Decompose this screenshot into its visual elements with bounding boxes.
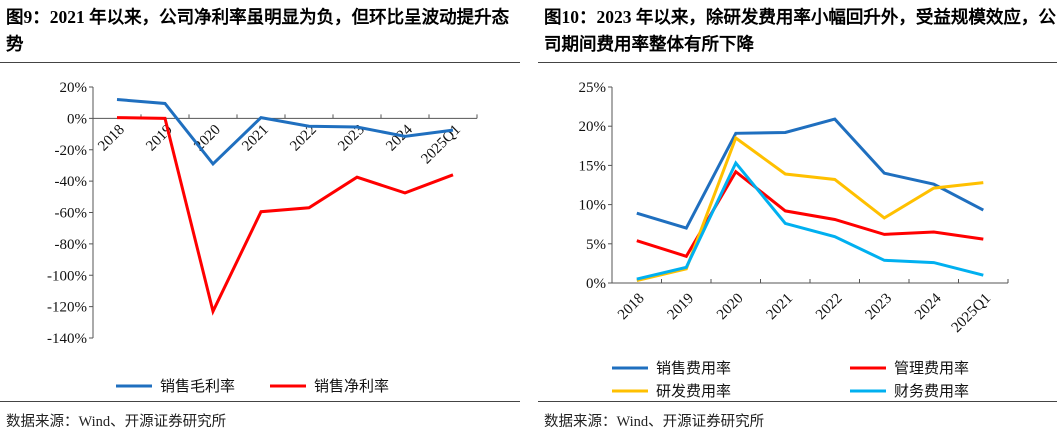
legend-label: 研发费用率	[656, 383, 731, 400]
y-tick-label: -100%	[47, 268, 87, 284]
series-line-1	[636, 117, 984, 230]
line-chart: 20% 0% -20% -40% -60% -80% -100% -120% -140% 2018…	[47, 80, 478, 395]
source-divider	[538, 401, 1057, 402]
x-tick-label: 2025Q1	[418, 122, 463, 167]
legend-label: 销售费用率	[656, 360, 731, 377]
title-divider	[538, 62, 1057, 63]
y-tick-label: 20%	[579, 119, 607, 135]
chart-title: 图10：2023 年以来，除研发费用率小幅回升外，受益规模效应，公司期间费用率整…	[544, 7, 1056, 54]
source-note: 数据来源：Wind、开源证券研究所	[544, 414, 765, 430]
y-tick-label: 5%	[586, 237, 606, 253]
title-divider	[0, 62, 520, 63]
x-tick-label: 2020	[714, 291, 747, 324]
x-tick-label: 2023	[863, 291, 896, 324]
series-line-2	[636, 169, 984, 259]
legend-label: 管理费用率	[894, 360, 969, 377]
series-line-2	[116, 116, 454, 316]
chart-title: 图9：2021 年以来，公司净利率虽明显为负，但环比呈波动提升态势	[6, 7, 510, 54]
x-tick-label: 2019	[665, 291, 698, 324]
series-line-4	[636, 160, 984, 281]
legend-label: 销售净利率	[314, 378, 389, 395]
source-divider	[0, 401, 520, 402]
y-tick-label: -80%	[55, 237, 88, 253]
x-tick-label: 2025Q1	[949, 291, 994, 336]
y-tick-label: 0%	[67, 111, 87, 127]
x-tick-label: 2024	[383, 122, 416, 155]
legend-label: 销售毛利率	[160, 378, 235, 395]
source-note: 数据来源：Wind、开源证券研究所	[6, 414, 227, 430]
y-tick-label: 20%	[60, 80, 88, 96]
chart-panel-right: 图10：2023 年以来，除研发费用率小幅回升外，受益规模效应，公司期间费用率整…	[538, 0, 1057, 436]
y-tick-label: 25%	[579, 80, 607, 96]
chart-panel-left: 图9：2021 年以来，公司净利率虽明显为负，但环比呈波动提升态势 20% 0% -…	[0, 0, 520, 436]
line-chart: 25% 20% 15% 10% 5% 0% 2018 2019 2020 2021 2022 2023…	[579, 80, 1009, 400]
y-tick-label: -40%	[55, 174, 88, 190]
y-tick-label: -120%	[47, 300, 87, 316]
y-tick-label: -60%	[55, 206, 88, 222]
y-tick-label: 0%	[586, 276, 606, 292]
x-tick-label: 2021	[764, 291, 797, 324]
x-tick-label: 2024	[912, 290, 945, 323]
x-tick-label: 2020	[191, 122, 224, 155]
legend-label: 财务费用率	[894, 383, 969, 400]
y-tick-label: 10%	[579, 198, 607, 214]
x-tick-label: 2021	[239, 122, 272, 155]
y-tick-label: -140%	[47, 331, 87, 347]
x-tick-label: 2018	[615, 291, 648, 324]
x-tick-label: 2018	[95, 122, 128, 155]
series-line-1	[116, 98, 454, 167]
y-tick-label: 15%	[579, 158, 607, 174]
x-tick-label: 2022	[813, 291, 846, 324]
y-tick-label: -20%	[55, 143, 88, 159]
